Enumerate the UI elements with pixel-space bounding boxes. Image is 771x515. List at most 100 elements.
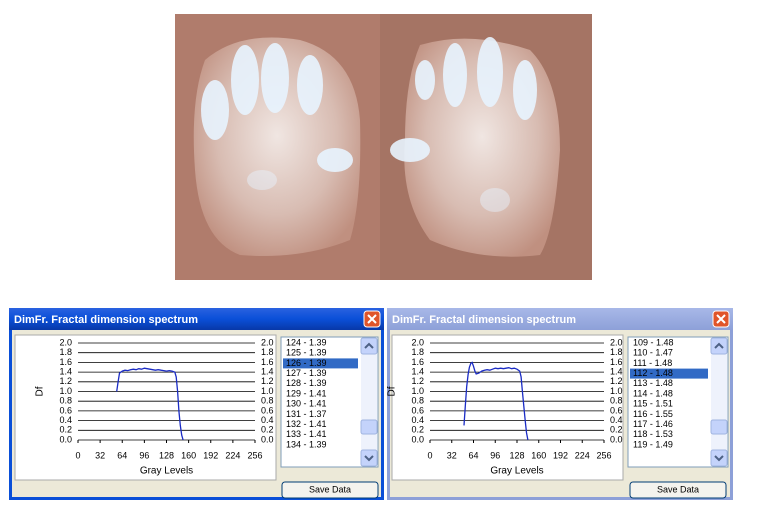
list-item[interactable]: 129 - 1.41 bbox=[286, 388, 327, 398]
y-tick-label: 0.2 bbox=[59, 425, 72, 435]
y-axis-label: Df bbox=[35, 386, 46, 396]
y2-tick-label: 0.2 bbox=[610, 425, 623, 435]
y2-tick-label: 0.0 bbox=[261, 434, 274, 444]
y2-tick-label: 1.8 bbox=[610, 347, 623, 357]
x-tick-label: 32 bbox=[95, 450, 105, 460]
x-tick-label: 256 bbox=[247, 450, 262, 460]
photo bbox=[175, 14, 592, 280]
y2-tick-label: 1.4 bbox=[261, 366, 274, 376]
scroll-down[interactable] bbox=[710, 449, 728, 467]
list-item[interactable]: 124 - 1.39 bbox=[286, 337, 327, 347]
y-tick-label: 1.8 bbox=[59, 347, 72, 357]
list-item[interactable]: 115 - 1.51 bbox=[633, 399, 673, 409]
scrollbar bbox=[361, 338, 377, 466]
title-bar bbox=[387, 308, 733, 330]
x-tick-label: 96 bbox=[490, 450, 500, 460]
x-tick-label: 64 bbox=[468, 450, 478, 460]
scroll-up[interactable] bbox=[710, 337, 728, 355]
y2-tick-label: 0.4 bbox=[261, 415, 274, 425]
y2-tick-label: 1.2 bbox=[610, 376, 623, 386]
list-item[interactable]: 113 - 1.48 bbox=[633, 378, 673, 388]
y2-tick-label: 0.6 bbox=[610, 405, 623, 415]
chart-panel bbox=[14, 334, 277, 481]
list-item[interactable]: 134 - 1.39 bbox=[286, 439, 327, 449]
y-tick-label: 1.4 bbox=[411, 366, 424, 376]
list-item[interactable]: 132 - 1.41 bbox=[286, 419, 327, 429]
save-button[interactable] bbox=[629, 481, 727, 499]
list-item[interactable]: 111 - 1.48 bbox=[633, 358, 672, 368]
y-tick-label: 0.2 bbox=[411, 425, 424, 435]
list-item[interactable]: 117 - 1.46 bbox=[633, 419, 673, 429]
y-tick-label: 2.0 bbox=[411, 337, 424, 347]
x-tick-label: 160 bbox=[181, 450, 196, 460]
scroll-up[interactable] bbox=[360, 337, 378, 355]
x-tick-label: 224 bbox=[225, 450, 240, 460]
y2-tick-label: 1.6 bbox=[261, 357, 274, 367]
scrollbar bbox=[711, 338, 727, 466]
data-line bbox=[463, 361, 529, 441]
list-item[interactable]: 114 - 1.48 bbox=[633, 388, 673, 398]
list-item[interactable]: 112 - 1.48 bbox=[633, 368, 673, 378]
y2-tick-label: 0.4 bbox=[610, 415, 623, 425]
window-title: DimFr. Fractal dimension spectrum bbox=[14, 314, 198, 326]
y2-tick-label: 0.8 bbox=[261, 396, 274, 406]
list-item[interactable]: 110 - 1.47 bbox=[633, 348, 673, 358]
save-button[interactable] bbox=[281, 481, 379, 499]
arrow-down bbox=[714, 455, 724, 462]
y-tick-label: 1.4 bbox=[59, 366, 72, 376]
y2-tick-label: 1.6 bbox=[610, 357, 623, 367]
y-tick-label: 0.4 bbox=[411, 415, 424, 425]
list-item[interactable]: 119 - 1.49 bbox=[633, 439, 673, 449]
scroll-down[interactable] bbox=[360, 449, 378, 467]
arrow-up bbox=[714, 342, 724, 349]
list-item[interactable]: 109 - 1.48 bbox=[633, 337, 674, 347]
window-title: DimFr. Fractal dimension spectrum bbox=[392, 314, 576, 326]
x-tick-label: 96 bbox=[139, 450, 149, 460]
selected-item bbox=[283, 358, 358, 369]
x-tick-label: 64 bbox=[117, 450, 127, 460]
close-icon bbox=[716, 314, 726, 324]
y2-tick-label: 1.4 bbox=[610, 366, 623, 376]
list-item[interactable]: 131 - 1.37 bbox=[286, 409, 327, 419]
list-item[interactable]: 118 - 1.53 bbox=[633, 429, 673, 439]
x-tick-label: 192 bbox=[203, 450, 218, 460]
close-icon bbox=[367, 314, 377, 324]
list-item[interactable]: 116 - 1.55 bbox=[633, 409, 673, 419]
x-tick-label: 224 bbox=[575, 450, 590, 460]
y2-tick-label: 2.0 bbox=[261, 337, 274, 347]
list-item[interactable]: 133 - 1.41 bbox=[286, 429, 327, 439]
save-button-label: Save Data bbox=[657, 484, 699, 494]
list-item[interactable]: 125 - 1.39 bbox=[286, 348, 327, 358]
chart-panel bbox=[391, 334, 624, 481]
y2-tick-label: 0.2 bbox=[261, 425, 274, 435]
y2-tick-label: 0.0 bbox=[610, 434, 623, 444]
y-tick-label: 2.0 bbox=[59, 337, 72, 347]
y-tick-label: 1.8 bbox=[411, 347, 424, 357]
list-item[interactable]: 130 - 1.41 bbox=[286, 399, 327, 409]
y-tick-label: 0.8 bbox=[59, 396, 72, 406]
list-item[interactable]: 127 - 1.39 bbox=[286, 368, 327, 378]
y-tick-label: 1.0 bbox=[59, 386, 72, 396]
y-tick-label: 1.2 bbox=[59, 376, 72, 386]
y-tick-label: 1.2 bbox=[411, 376, 424, 386]
x-tick-label: 128 bbox=[159, 450, 174, 460]
list-item[interactable]: 126 - 1.39 bbox=[286, 358, 327, 368]
save-button-label: Save Data bbox=[309, 484, 351, 494]
y-tick-label: 0.4 bbox=[59, 415, 72, 425]
x-tick-label: 0 bbox=[75, 450, 80, 460]
scroll-thumb[interactable] bbox=[360, 419, 378, 435]
y2-tick-label: 1.0 bbox=[610, 386, 623, 396]
y2-tick-label: 1.0 bbox=[261, 386, 274, 396]
list-item[interactable]: 128 - 1.39 bbox=[286, 378, 327, 388]
y2-tick-label: 2.0 bbox=[610, 337, 623, 347]
y-axis-label: Df bbox=[387, 386, 398, 396]
data-line bbox=[116, 367, 184, 441]
x-axis-label: Gray Levels bbox=[140, 466, 193, 477]
x-tick-label: 160 bbox=[531, 450, 546, 460]
y-tick-label: 0.8 bbox=[411, 396, 424, 406]
y2-tick-label: 0.8 bbox=[610, 396, 623, 406]
y2-tick-label: 0.6 bbox=[261, 405, 274, 415]
y-tick-label: 1.6 bbox=[59, 357, 72, 367]
scroll-thumb[interactable] bbox=[710, 419, 728, 435]
